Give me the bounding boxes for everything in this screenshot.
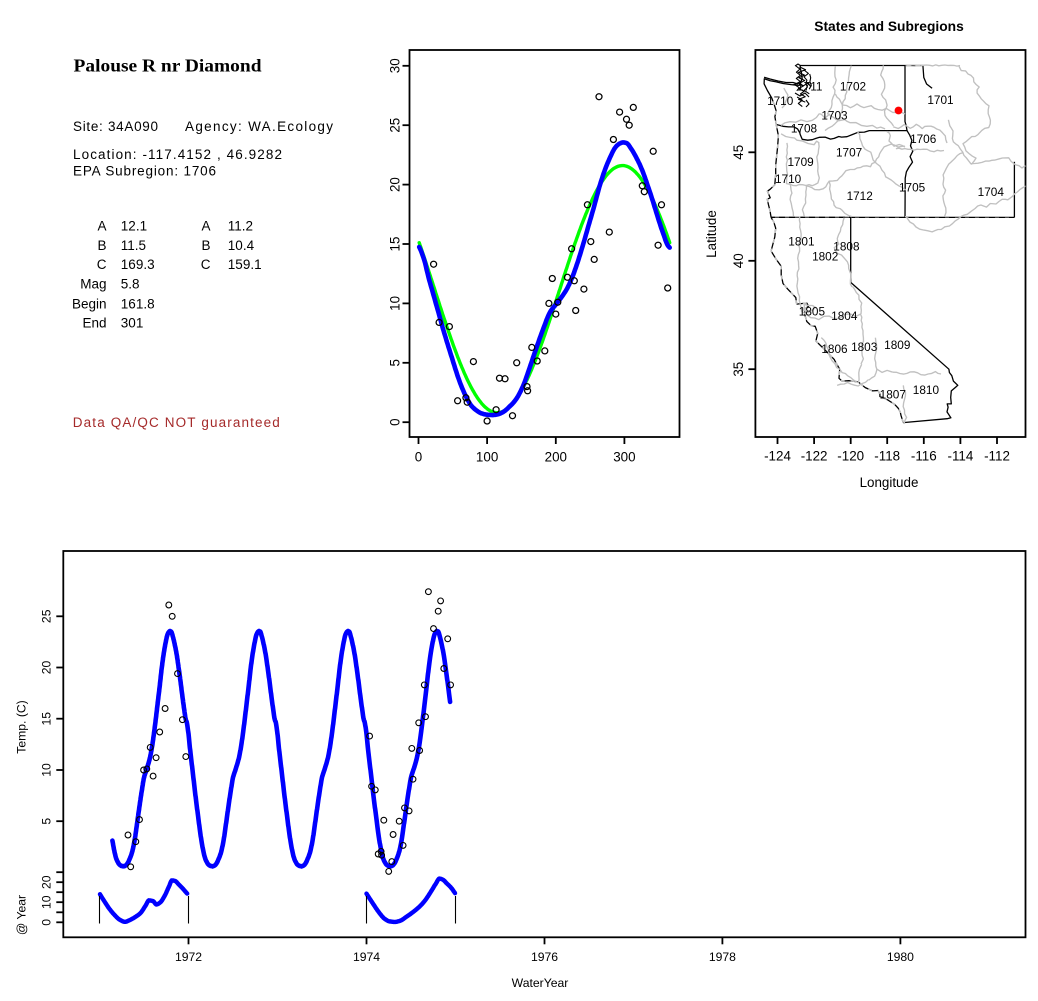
svg-text:161.8: 161.8 [121,296,155,311]
svg-text:20: 20 [40,875,54,889]
svg-text:1709: 1709 [787,155,813,169]
svg-text:1710: 1710 [767,94,794,108]
svg-text:0: 0 [388,418,403,425]
svg-text:10.4: 10.4 [228,238,255,253]
svg-text:1810: 1810 [913,383,940,397]
svg-text:20: 20 [40,661,54,675]
svg-text:15: 15 [388,237,403,252]
svg-text:1707: 1707 [836,145,862,159]
svg-text:Data QA/QC NOT guaranteed: Data QA/QC NOT guaranteed [73,415,280,430]
svg-text:0: 0 [40,919,54,926]
svg-text:1703: 1703 [821,109,848,123]
svg-text:Temp. (C): Temp. (C) [15,700,29,754]
svg-text:Location: -117.4152 , 46.9282: Location: -117.4152 , 46.9282 [73,147,282,162]
svg-text:11.2: 11.2 [228,218,253,233]
svg-text:5: 5 [388,359,403,366]
svg-text:-120: -120 [837,449,864,464]
svg-text:1704: 1704 [978,185,1005,199]
svg-text:1802: 1802 [812,249,838,263]
svg-text:-124: -124 [764,449,791,464]
svg-text:300: 300 [613,450,635,465]
svg-text:B: B [201,238,210,253]
svg-text:159.1: 159.1 [228,257,262,272]
svg-text:Longitude: Longitude [860,475,919,490]
svg-text:1972: 1972 [175,950,202,964]
svg-text:1809: 1809 [884,338,910,352]
svg-text:1974: 1974 [353,950,380,964]
svg-text:1978: 1978 [709,950,736,964]
svg-text:30: 30 [388,58,403,73]
svg-text:35: 35 [731,362,746,377]
svg-text:301: 301 [121,315,144,330]
svg-text:10: 10 [40,895,54,909]
svg-text:-112: -112 [984,449,1010,464]
svg-text:1710: 1710 [775,172,802,186]
svg-text:-114: -114 [947,449,973,464]
svg-text:169.3: 169.3 [121,257,155,272]
svg-text:100: 100 [476,450,498,465]
svg-text:1712: 1712 [847,189,873,203]
svg-text:11.5: 11.5 [121,238,146,253]
svg-text:Agency: WA.Ecology: Agency: WA.Ecology [185,119,333,134]
svg-text:25: 25 [388,118,403,133]
svg-text:States and Subregions: States and Subregions [814,19,964,34]
svg-text:1705: 1705 [899,180,926,194]
svg-text:0: 0 [415,450,422,465]
svg-text:1805: 1805 [799,304,826,318]
svg-text:5.8: 5.8 [121,277,140,292]
svg-text:1702: 1702 [840,80,866,94]
svg-text:Mag: Mag [80,277,106,292]
svg-text:5: 5 [40,818,54,825]
svg-text:1806: 1806 [821,342,848,356]
svg-text:1803: 1803 [851,340,878,354]
svg-text:45: 45 [731,145,746,160]
svg-text:-122: -122 [801,449,828,464]
svg-text:10: 10 [388,296,403,311]
svg-text:1980: 1980 [887,950,914,964]
svg-text:200: 200 [545,450,567,465]
svg-text:A: A [97,218,106,233]
svg-text:WaterYear: WaterYear [512,976,569,990]
svg-text:1708: 1708 [791,122,818,136]
svg-text:40: 40 [731,253,746,268]
svg-text:Palouse R nr Diamond: Palouse R nr Diamond [74,56,262,76]
svg-text:1706: 1706 [910,132,937,146]
svg-text:1807: 1807 [880,388,906,402]
svg-text:EPA Subregion: 1706: EPA Subregion: 1706 [73,164,216,179]
svg-text:Site: 34A090: Site: 34A090 [73,119,158,134]
svg-text:-116: -116 [911,449,937,464]
svg-text:End: End [82,315,106,330]
svg-text:A: A [201,218,210,233]
svg-text:1701: 1701 [927,93,953,107]
svg-text:Begin: Begin [72,296,107,311]
svg-text:-118: -118 [874,449,900,464]
svg-text:1801: 1801 [788,235,814,249]
svg-text:C: C [97,257,107,272]
svg-text:20: 20 [388,177,403,192]
svg-text:@ Year: @ Year [15,895,29,935]
svg-text:1804: 1804 [831,309,858,323]
svg-text:C: C [201,257,211,272]
svg-text:25: 25 [40,609,54,623]
svg-text:1711: 1711 [797,80,822,94]
svg-text:15: 15 [40,712,54,726]
svg-text:1808: 1808 [833,239,860,253]
svg-text:Latitude: Latitude [704,210,719,258]
svg-text:10: 10 [40,763,54,777]
svg-text:1976: 1976 [531,950,558,964]
svg-text:B: B [97,238,106,253]
svg-text:12.1: 12.1 [121,218,147,233]
